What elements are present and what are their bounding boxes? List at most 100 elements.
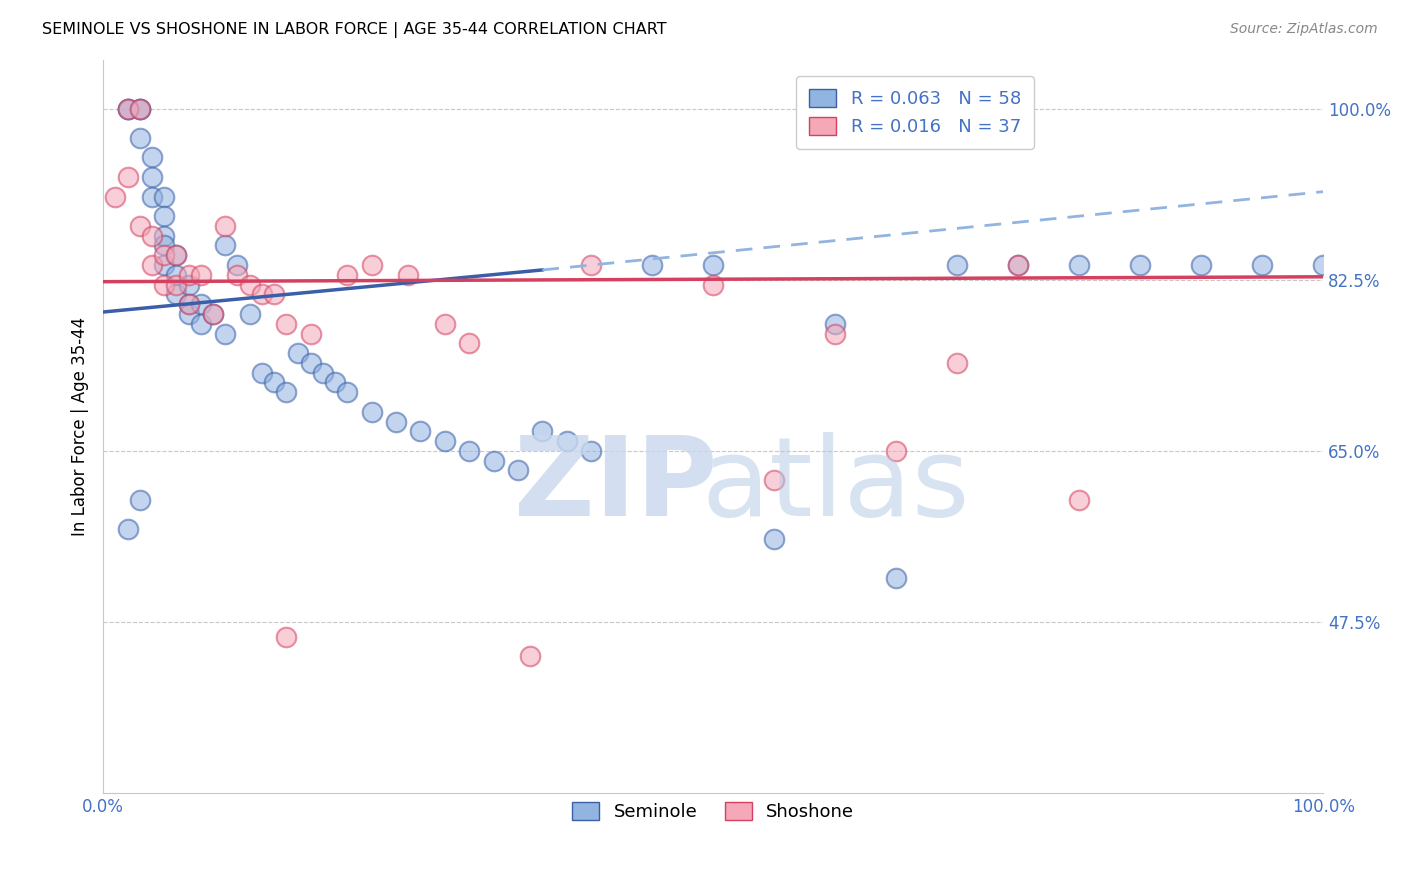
Point (579, 444, 602, 458)
Point (824, 326, 846, 341)
Point (128, 102, 150, 116)
Text: atlas: atlas (700, 432, 969, 539)
Point (128, 131, 150, 145)
Point (531, 425, 554, 439)
Point (250, 366, 273, 380)
Point (153, 209, 176, 223)
Point (263, 287, 285, 301)
Y-axis label: In Labor Force | Age 35-44: In Labor Force | Age 35-44 (72, 317, 89, 536)
Point (276, 630, 298, 644)
Point (884, 444, 907, 458)
Point (117, 169, 139, 184)
Point (177, 277, 200, 292)
Point (214, 219, 236, 233)
Point (104, 189, 127, 203)
Point (128, 492, 150, 507)
Point (238, 307, 260, 321)
Point (214, 326, 236, 341)
Point (117, 102, 139, 116)
Point (153, 277, 176, 292)
Point (153, 258, 176, 272)
Point (519, 649, 541, 664)
Point (433, 317, 456, 331)
Point (165, 287, 187, 301)
Point (1069, 492, 1091, 507)
Point (360, 405, 382, 419)
Point (946, 356, 969, 370)
Point (226, 258, 249, 272)
Point (299, 356, 322, 370)
Point (177, 268, 200, 282)
Point (238, 277, 260, 292)
Point (884, 571, 907, 585)
Point (190, 268, 212, 282)
Point (141, 258, 163, 272)
Point (276, 385, 298, 400)
Point (153, 238, 176, 252)
Point (396, 268, 419, 282)
Point (312, 366, 335, 380)
Point (1189, 258, 1212, 272)
Point (153, 248, 176, 262)
Point (946, 258, 969, 272)
Point (117, 102, 139, 116)
Point (385, 415, 408, 429)
Point (141, 228, 163, 243)
Point (763, 473, 786, 487)
Point (190, 297, 212, 311)
Point (1069, 258, 1091, 272)
Point (250, 287, 273, 301)
Point (214, 238, 236, 252)
Point (458, 336, 481, 351)
Point (1312, 258, 1334, 272)
Point (1129, 258, 1152, 272)
Point (433, 434, 456, 449)
Point (165, 277, 187, 292)
Point (287, 346, 309, 360)
Point (128, 102, 150, 116)
Point (579, 258, 602, 272)
Point (141, 884, 163, 892)
Point (360, 258, 382, 272)
Point (165, 248, 187, 262)
Point (141, 169, 163, 184)
Point (555, 434, 578, 449)
Point (128, 102, 150, 116)
Legend: Seminole, Shoshone: Seminole, Shoshone (558, 788, 869, 836)
Point (276, 317, 298, 331)
Point (141, 150, 163, 164)
Point (409, 425, 432, 439)
Point (482, 453, 505, 467)
Text: ZIP: ZIP (513, 432, 717, 539)
Point (824, 317, 846, 331)
Point (226, 268, 249, 282)
Point (153, 228, 176, 243)
Point (336, 268, 359, 282)
Point (702, 258, 724, 272)
Point (1007, 258, 1029, 272)
Text: Source: ZipAtlas.com: Source: ZipAtlas.com (1230, 22, 1378, 37)
Point (201, 307, 224, 321)
Point (165, 268, 187, 282)
Point (763, 532, 786, 546)
Point (141, 189, 163, 203)
Point (323, 376, 346, 390)
Point (177, 297, 200, 311)
Point (201, 307, 224, 321)
Text: SEMINOLE VS SHOSHONE IN LABOR FORCE | AGE 35-44 CORRELATION CHART: SEMINOLE VS SHOSHONE IN LABOR FORCE | AG… (42, 22, 666, 38)
Point (1007, 258, 1029, 272)
Point (153, 189, 176, 203)
Point (299, 326, 322, 341)
Point (117, 522, 139, 536)
Point (117, 102, 139, 116)
Point (177, 297, 200, 311)
Point (165, 248, 187, 262)
Point (702, 277, 724, 292)
Point (128, 219, 150, 233)
Point (458, 444, 481, 458)
Point (177, 307, 200, 321)
Point (190, 317, 212, 331)
Point (263, 376, 285, 390)
Point (336, 385, 359, 400)
Point (506, 463, 529, 477)
